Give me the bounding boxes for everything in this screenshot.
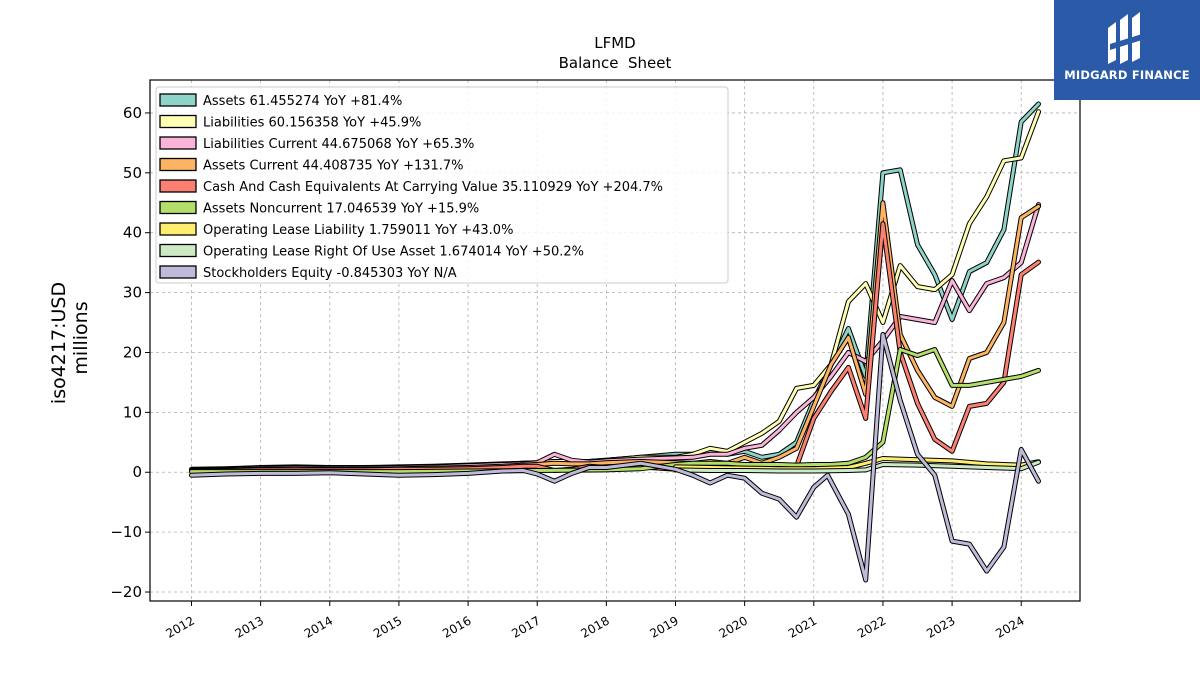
series-outline-assets-noncurrent [189, 347, 1041, 475]
x-axis: 2012 2013 2014 2015 2016 2017 2018 2019 2020 2021… [164, 601, 1027, 641]
y-tick-label: 40 [123, 224, 142, 242]
legend-entry: Assets Current 44.408735 YoY +131.7% [203, 159, 464, 174]
legend-entry: Operating Lease Right Of Use Asset 1.674… [203, 245, 584, 260]
y-axis-unit-label: millions [70, 301, 92, 374]
legend-swatch [159, 200, 197, 215]
legend-entry: Stockholders Equity -0.845303 YoY N/A [203, 266, 457, 281]
legend-entry: Liabilities 60.156358 YoY +45.9% [203, 116, 421, 131]
y-tick-label: −20 [110, 583, 142, 601]
x-tick-label: 2015 [371, 613, 404, 640]
y-tick-label: 60 [123, 104, 142, 122]
legend-swatch [159, 136, 197, 150]
legend-swatch [159, 243, 197, 258]
x-tick-label: 2021 [786, 613, 819, 640]
y-tick-label: 50 [123, 164, 142, 182]
x-tick-label: 2017 [509, 613, 542, 640]
legend-entry: Operating Lease Liability 1.759011 YoY +… [203, 223, 513, 238]
legend-entry: Assets 61.455274 YoY +81.4% [203, 94, 402, 109]
x-tick-label: 2018 [578, 613, 611, 640]
legend-entry: Cash And Cash Equivalents At Carrying Va… [203, 180, 663, 195]
x-tick-label: 2016 [440, 613, 473, 640]
x-tick-label: 2020 [717, 613, 750, 640]
x-tick-label: 2012 [164, 613, 197, 640]
x-tick-label: 2023 [924, 613, 957, 640]
y-tick-label: 30 [123, 284, 142, 302]
y-tick-label: 10 [123, 403, 142, 421]
plot-frame [149, 79, 1081, 602]
midgard-logo-icon [1108, 12, 1142, 64]
series-lines [189, 101, 1041, 583]
legend-swatch [159, 179, 197, 193]
legend-swatch [159, 157, 197, 172]
y-tick-label: 0 [132, 463, 142, 481]
series-line-assets-noncurrent [190, 348, 1040, 474]
logo-text: MIDGARD FINANCE [1064, 68, 1190, 82]
legend-swatch [159, 265, 197, 279]
legend-entry: Assets Noncurrent 17.046539 YoY +15.9% [203, 202, 479, 217]
chart-subtitle: Balance Sheet [559, 54, 672, 72]
legend: Assets 61.455274 YoY +81.4% Liabilities 6… [155, 86, 729, 284]
x-tick-label: 2019 [648, 613, 681, 640]
legend-entry: Liabilities Current 44.675068 YoY +65.3% [203, 137, 474, 152]
y-axis-label: iso4217:USD [48, 282, 70, 404]
y-axis: −20 −10 0 10 20 30 40 50 60 [110, 104, 150, 601]
midgard-finance-logo: MIDGARD FINANCE [1054, 0, 1200, 100]
x-tick-label: 2022 [855, 613, 888, 640]
legend-swatch [159, 222, 197, 236]
legend-swatch [159, 93, 197, 107]
x-tick-label: 2013 [233, 613, 266, 640]
x-tick-label: 2024 [993, 613, 1026, 640]
legend-swatch [159, 114, 197, 129]
chart-title: LFMD [594, 34, 635, 52]
y-tick-label: −10 [110, 523, 142, 541]
y-tick-label: 20 [123, 343, 142, 361]
legend-box [155, 86, 729, 284]
x-tick-label: 2014 [302, 613, 335, 640]
series-line-stockholders-equity [190, 333, 1040, 582]
series-line-operating-lease-right-of-use-asset [674, 460, 1040, 473]
